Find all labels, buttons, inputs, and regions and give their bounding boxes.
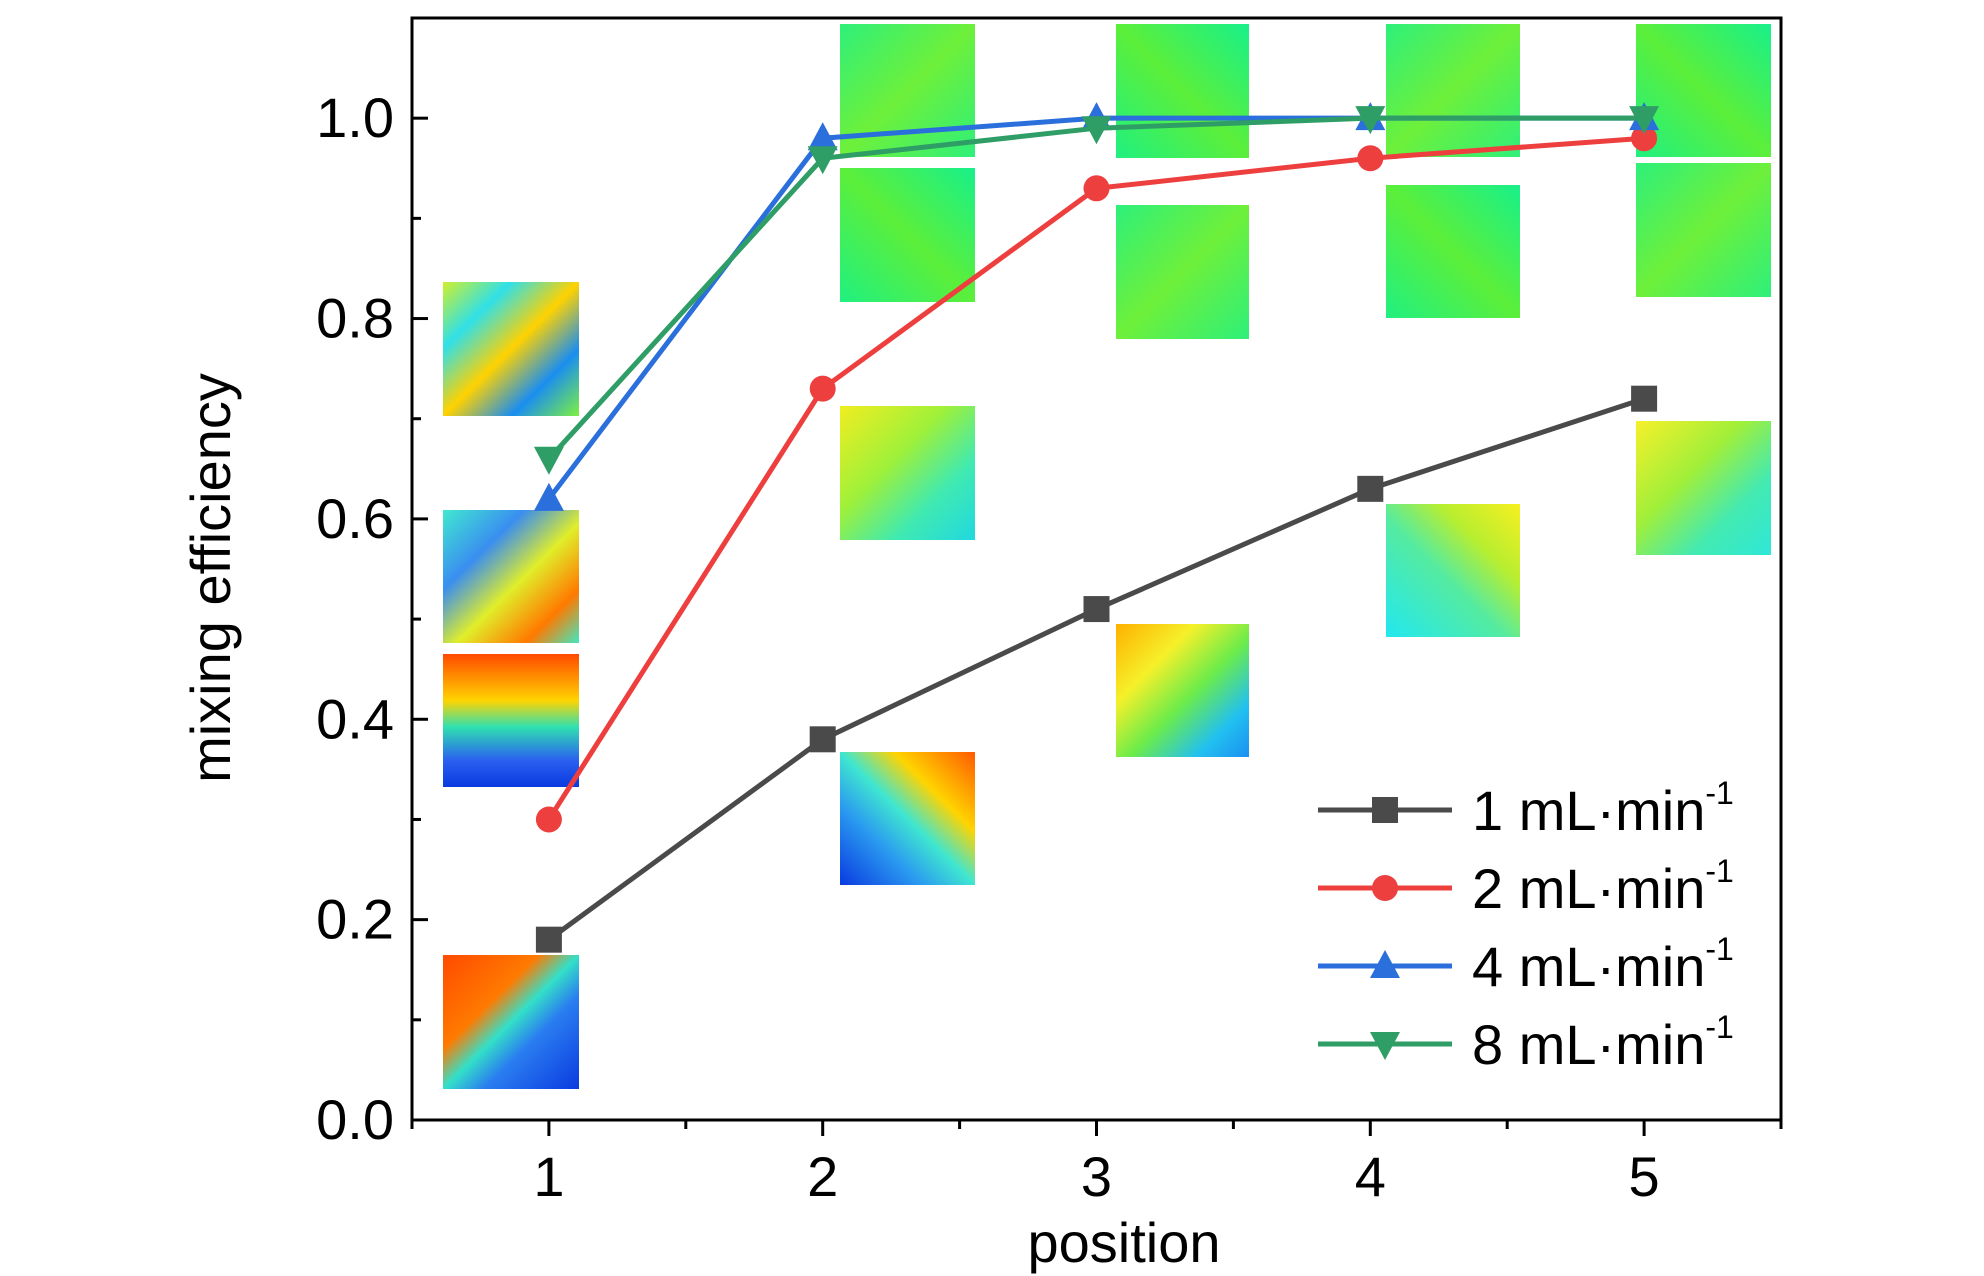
series-1 xyxy=(535,385,1658,953)
series-layer xyxy=(533,102,1660,953)
legend-label: 4 mL·min-1 xyxy=(1472,931,1734,998)
data-point xyxy=(535,806,562,833)
y-tick-label: 0.0 xyxy=(316,1088,394,1151)
contour-map-p3-8 xyxy=(1116,24,1249,158)
contour-map-p1-4 xyxy=(443,510,579,643)
contour-map-p1-1 xyxy=(443,955,579,1089)
y-tick-label: 0.4 xyxy=(316,687,394,750)
series-2 xyxy=(535,125,1658,833)
legend-unit-superscript: -1 xyxy=(1705,1009,1733,1045)
contour-map-p5-1 xyxy=(1636,421,1771,555)
x-axis: 1 2 3 4 5 xyxy=(410,1120,1783,1208)
contour-map-p1-8 xyxy=(443,282,579,416)
legend-marker xyxy=(1372,875,1398,901)
contour-map-p2-2 xyxy=(840,406,975,540)
legend-label: 8 mL·min-1 xyxy=(1472,1009,1734,1076)
x-tick-label: 5 xyxy=(1629,1145,1660,1208)
x-tick-label: 4 xyxy=(1355,1145,1386,1208)
contour-map-p5-8 xyxy=(1636,24,1771,157)
legend-entry: 8 mL·min-1 xyxy=(1318,1009,1734,1076)
legend-marker xyxy=(1370,1032,1400,1060)
y-tick-label: 0.2 xyxy=(316,888,394,951)
contour-map-p2-1 xyxy=(840,752,975,885)
data-point xyxy=(535,926,562,953)
data-point xyxy=(1083,596,1110,623)
legend-label: 2 mL·min-1 xyxy=(1472,853,1734,920)
x-tick-label: 2 xyxy=(807,1145,838,1208)
x-tick-label: 3 xyxy=(1081,1145,1112,1208)
x-tick-label: 1 xyxy=(533,1145,564,1208)
data-point xyxy=(1355,106,1386,135)
legend-unit-superscript: -1 xyxy=(1705,775,1733,811)
data-point xyxy=(1631,385,1658,412)
contour-map-p4-1 xyxy=(1386,504,1520,637)
data-point xyxy=(1631,125,1658,152)
series-4 xyxy=(533,106,1660,475)
data-point xyxy=(533,446,564,475)
legend-marker xyxy=(1372,797,1398,823)
legend-unit-superscript: -1 xyxy=(1705,931,1733,967)
y-tick-label: 0.6 xyxy=(316,487,394,550)
legend-entry: 1 mL·min-1 xyxy=(1318,775,1734,842)
legend-label: 1 mL·min-1 xyxy=(1472,775,1734,842)
data-point xyxy=(1357,145,1384,172)
data-point xyxy=(1357,475,1384,502)
y-axis: 0.0 0.2 0.4 0.6 0.8 1.0 xyxy=(316,86,428,1151)
y-tick-label: 1.0 xyxy=(316,86,394,149)
inset-contour-maps xyxy=(443,24,1771,1089)
contour-map-p1-2 xyxy=(443,654,579,787)
contour-map-p4-8 xyxy=(1386,24,1520,157)
x-axis-label: position xyxy=(1027,1211,1220,1274)
data-point xyxy=(807,146,838,175)
data-point xyxy=(1629,106,1660,135)
legend-entry: 2 mL·min-1 xyxy=(1318,853,1734,920)
legend-marker xyxy=(1370,950,1400,978)
contour-map-p3-4 xyxy=(1116,205,1249,339)
y-tick-label: 0.8 xyxy=(316,287,394,350)
data-point xyxy=(1083,175,1110,202)
data-point xyxy=(809,375,836,402)
legend-unit-superscript: -1 xyxy=(1705,853,1733,889)
legend: 1 mL·min-1 2 mL·min-1 4 mL·min-1 8 mL·min-1 xyxy=(1318,775,1734,1076)
contour-map-p4-4 xyxy=(1386,185,1520,318)
data-point xyxy=(1081,116,1112,145)
contour-map-p5-4 xyxy=(1636,163,1771,297)
data-point xyxy=(807,122,838,151)
data-point xyxy=(809,726,836,753)
contour-map-p3-1 xyxy=(1116,624,1249,757)
legend-entry: 4 mL·min-1 xyxy=(1318,931,1734,998)
data-point xyxy=(533,482,564,511)
contour-map-p2-4 xyxy=(840,168,975,302)
y-axis-label: mixing efficiency xyxy=(179,373,242,783)
